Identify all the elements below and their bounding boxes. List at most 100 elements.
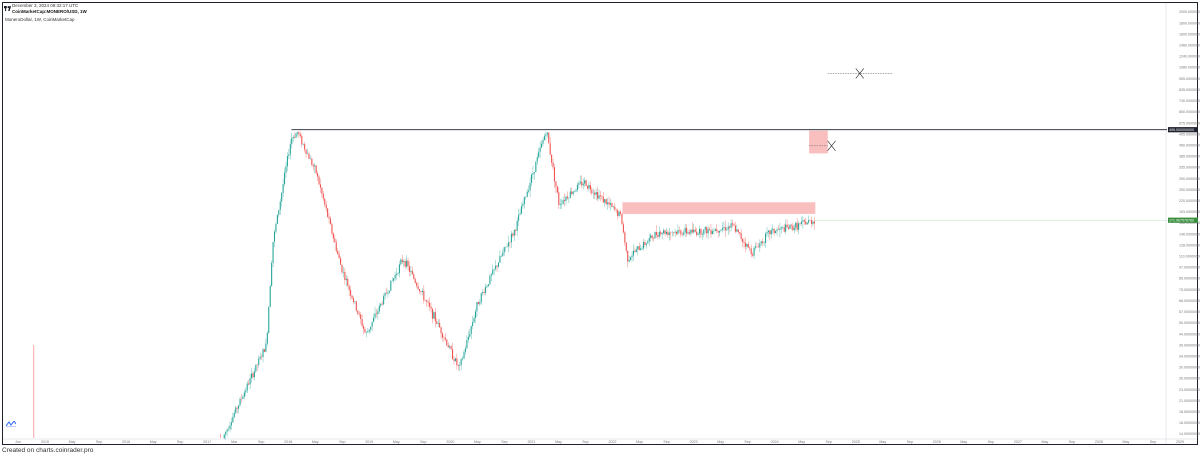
candle-body (493, 268, 495, 270)
candle-body (354, 301, 356, 303)
candle-body (802, 220, 804, 222)
candle-body (680, 230, 682, 235)
candle-body (507, 242, 510, 247)
candle-body (486, 285, 488, 287)
candle-body (403, 261, 405, 263)
candle-body (602, 196, 604, 203)
price-tick-label: 495.000000000 (1179, 132, 1200, 136)
price-tick-label: 1460.000000000 (1179, 44, 1200, 48)
candle-body (546, 132, 548, 135)
candle-body (571, 191, 573, 194)
footer-credit: Created on charts.coinrader.pro (2, 447, 94, 454)
candle-body (513, 229, 515, 236)
candle-body (661, 233, 663, 235)
candle-body (459, 365, 461, 366)
candle-body (301, 135, 303, 145)
price-tick-label: 335.000000000 (1179, 166, 1200, 170)
candle-body (795, 222, 797, 228)
candle-body (683, 232, 685, 235)
price-tick-label: 168.000000000 (1179, 221, 1200, 225)
candle-body (753, 247, 755, 256)
candle-body (418, 289, 421, 292)
candle-body (258, 358, 260, 365)
candle-body (595, 192, 597, 195)
time-tick-label: 2023 (690, 440, 698, 444)
candle-body (416, 282, 418, 286)
candle-body (318, 176, 320, 185)
candle-body (733, 224, 735, 226)
candle-body (276, 214, 278, 224)
candle-body (608, 202, 610, 205)
time-tick-label: May (150, 440, 157, 444)
candle-body (591, 189, 593, 194)
candle-body (538, 151, 540, 158)
candle-body (635, 249, 637, 252)
candle-body (446, 339, 448, 346)
candle-body (401, 259, 403, 263)
candle-body (542, 139, 544, 144)
candle-body (622, 224, 624, 233)
candle-body (345, 278, 347, 281)
candle-body (469, 333, 471, 337)
candle-body (566, 196, 568, 199)
candle-body (271, 262, 273, 287)
candle-body (417, 285, 419, 290)
candle-body (773, 228, 775, 234)
time-tick-label: Sep (501, 440, 507, 444)
candle-body (589, 185, 591, 190)
price-tick-label: 128.000000000 (1179, 243, 1200, 247)
candle-body (463, 351, 465, 359)
candle-body (700, 228, 702, 235)
candle-body (731, 223, 734, 225)
candle-body (329, 218, 332, 225)
candle-body (456, 358, 458, 366)
price-tick-label: 30.000000000 (1179, 366, 1200, 370)
tradingview-logo-icon (6, 421, 16, 427)
candle-body (411, 270, 413, 275)
candle-body (295, 133, 297, 138)
time-tick-label: May (879, 440, 886, 444)
candle-body (579, 181, 581, 184)
candle-body (582, 183, 584, 186)
candle-body (559, 203, 561, 205)
candle-body (578, 183, 580, 185)
candle-body (413, 274, 415, 279)
candle-body (526, 191, 528, 197)
price-tick-label: 220.000000000 (1179, 199, 1200, 203)
resistance-zone (809, 130, 828, 154)
candle-body (429, 302, 431, 307)
candle-body (776, 229, 778, 232)
candle-body (688, 232, 691, 234)
candle-body (556, 186, 558, 193)
time-tick-label: Sep (663, 440, 669, 444)
time-tick-label: Jun (15, 440, 21, 444)
candle-body (710, 230, 712, 235)
time-tick-label: May (1123, 440, 1130, 444)
candle-body (473, 317, 475, 323)
candle-body (384, 292, 386, 297)
candle-body (765, 233, 767, 243)
candle-body (252, 373, 254, 378)
candle-body (555, 181, 557, 187)
candle-body (569, 191, 571, 198)
candle-body (709, 229, 711, 231)
candle-body (563, 200, 566, 201)
candle-body (377, 311, 379, 315)
candle-body (332, 233, 334, 239)
candle-body (434, 312, 436, 322)
candle-body (470, 326, 472, 334)
candle-body (439, 322, 441, 328)
candle-body (305, 149, 307, 154)
candle-body (698, 228, 701, 234)
candle-body (430, 306, 432, 309)
last-price-tag (1168, 217, 1198, 223)
price-tick-label: 50.000000000 (1179, 321, 1200, 325)
candle-body (294, 136, 296, 138)
candle-body (232, 416, 234, 423)
candle-body (644, 241, 646, 245)
series-legend: MoneroDollar, 1W, CoinMarketCap (5, 17, 75, 22)
candle-body (660, 231, 662, 235)
candle-body (499, 256, 501, 263)
candle-body (358, 313, 360, 315)
